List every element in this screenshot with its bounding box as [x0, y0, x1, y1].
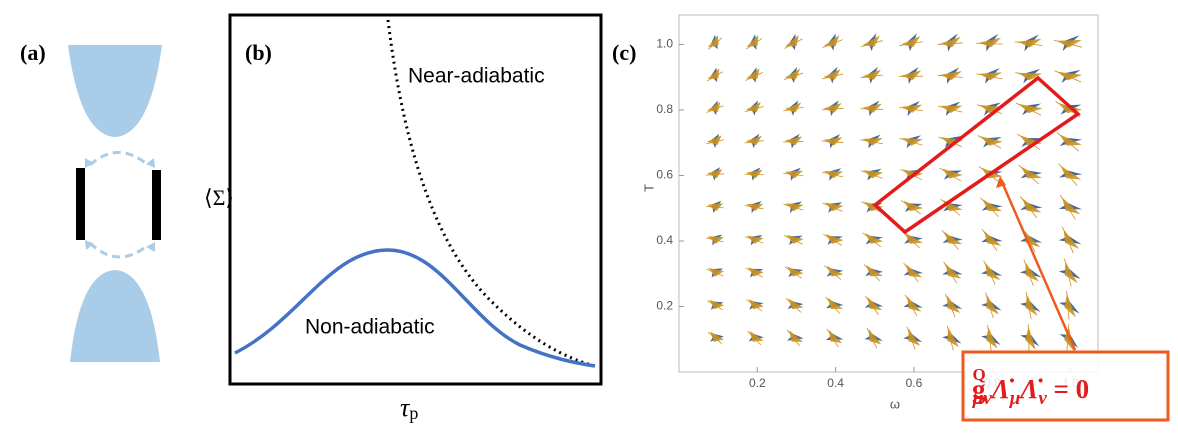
glyph-gold [862, 100, 883, 116]
arrow-arc [90, 243, 148, 257]
glyph-gold [1057, 36, 1083, 50]
plate-right [152, 170, 161, 240]
glyph-gold [824, 99, 844, 116]
x-tick-label: 0.6 [906, 376, 923, 390]
curve-label: Non-adiabatic [305, 316, 435, 339]
panel-label: (b) [245, 40, 272, 65]
glyph-gold [942, 328, 962, 350]
glyph-gold [708, 300, 724, 311]
arrow-arc [90, 153, 148, 166]
glyph-gold [940, 33, 963, 51]
ann-part: μ [1009, 388, 1021, 409]
glyph-gold [786, 201, 804, 212]
glyph-gold [824, 167, 844, 179]
vector-field [706, 31, 1083, 353]
glyph-gold [902, 135, 923, 147]
glyph-gold [1021, 327, 1040, 352]
panel-b: (b) ⟨Σ⟩ τp Near-adiabatic Non-adiabatic [204, 15, 601, 423]
glyph-gold [979, 199, 1003, 216]
glyph-gold [824, 298, 844, 314]
y-tick-label: 0.8 [656, 102, 673, 116]
y-tick-label: 0.4 [656, 233, 673, 247]
y-tick-label: 0.2 [656, 299, 673, 313]
glyph-stem [860, 109, 883, 110]
y-axis-label: ⟨Σ⟩ [204, 185, 234, 210]
glyph-gold [707, 166, 725, 181]
curve-label: Near-adiabatic [408, 65, 545, 88]
glyph-gold [902, 329, 923, 350]
panel-label: (c) [612, 40, 636, 65]
glyph-gold [825, 234, 844, 245]
glyph-gold [1058, 229, 1082, 252]
tip-top [68, 45, 162, 137]
highlight-region [875, 78, 1078, 232]
glyph-gold [1057, 166, 1083, 184]
ann-part: Q [973, 365, 986, 384]
y-tick-label: 1.0 [656, 37, 673, 51]
panel-label: (a) [20, 40, 46, 65]
glyph-gold [979, 34, 1003, 51]
tip-bottom [70, 270, 160, 362]
glyph-gold [941, 169, 963, 180]
glyph-gold [747, 267, 764, 277]
glyph-gold [708, 332, 725, 345]
glyph-gold [786, 267, 805, 279]
plate-left [76, 168, 85, 240]
glyph-gold [824, 133, 844, 148]
glyph-gold [1059, 294, 1079, 320]
curve-non-adiabatic [235, 250, 595, 366]
glyph-stem [976, 43, 1002, 44]
glyph-gold [707, 199, 724, 213]
x-tick-label: 0.2 [749, 376, 766, 390]
y-tick-label: 0.6 [656, 168, 673, 182]
glyph-gold [1018, 167, 1043, 183]
glyph-gold [862, 32, 883, 52]
x-axis-label: τp [400, 393, 418, 423]
glyph-gold [707, 66, 723, 84]
glyph-gold [1058, 262, 1080, 287]
glyph-gold [746, 166, 765, 181]
glyph-gold [941, 232, 964, 249]
glyph-gold [901, 67, 923, 84]
glyph-gold [940, 67, 963, 83]
glyph-gold [785, 133, 805, 149]
glyph-gold [1057, 134, 1083, 149]
arrow-head [85, 158, 155, 252]
glyph-gold [863, 265, 884, 280]
glyph-stem [745, 174, 764, 175]
glyph-gold [824, 66, 844, 84]
x-tick-label: 0.4 [827, 376, 844, 390]
glyph-gold [980, 295, 1002, 318]
x-label-sub: p [409, 403, 418, 423]
glyph-gold [941, 102, 964, 115]
glyph-gold [902, 201, 924, 213]
x-axis-label: ω [890, 396, 900, 411]
panel-c: (c) ω 1.00.80.60.40.21.00.80.60.40.2T gQ… [612, 15, 1168, 420]
ann-part: μν [972, 388, 993, 409]
panel-a: (a) [20, 40, 162, 362]
y-axis-label: T [641, 184, 656, 192]
glyph-gold [785, 33, 803, 52]
ann-part: = 0 [1047, 374, 1089, 404]
